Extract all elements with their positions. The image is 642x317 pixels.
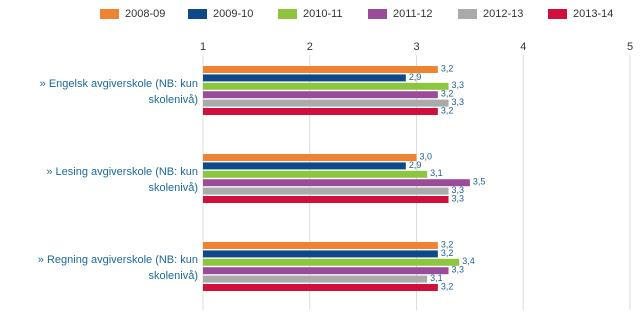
value-label: 3,2 bbox=[441, 239, 454, 249]
value-label: 3,1 bbox=[430, 273, 443, 283]
x-tick-label: 4 bbox=[520, 41, 526, 53]
bar bbox=[203, 179, 470, 187]
bar bbox=[203, 82, 449, 90]
value-label: 3,2 bbox=[441, 281, 454, 291]
value-label: 3,2 bbox=[441, 248, 454, 258]
legend-label: 2010-11 bbox=[303, 8, 343, 20]
bar bbox=[203, 162, 406, 170]
bar bbox=[203, 91, 438, 99]
x-tick-label: 2 bbox=[307, 41, 313, 53]
value-label: 3,3 bbox=[452, 265, 465, 275]
legend-swatch bbox=[100, 9, 119, 19]
value-label: 3,3 bbox=[452, 193, 465, 203]
bar bbox=[203, 196, 449, 203]
legend-swatch bbox=[188, 9, 207, 19]
value-label: 3,4 bbox=[462, 256, 475, 266]
x-tick-label: 1 bbox=[200, 41, 206, 53]
legend-label: 2008-09 bbox=[125, 8, 165, 20]
bar bbox=[203, 108, 438, 115]
legend-label: 2009-10 bbox=[213, 8, 253, 20]
value-label: 3,2 bbox=[441, 89, 454, 99]
value-label: 3,2 bbox=[441, 105, 454, 115]
legend-swatch bbox=[368, 9, 387, 19]
legend-label: 2011-12 bbox=[393, 8, 433, 20]
value-label: 3,2 bbox=[441, 63, 454, 73]
bar bbox=[203, 74, 406, 82]
bar bbox=[203, 250, 438, 258]
x-tick-label: 3 bbox=[413, 41, 419, 53]
value-label: 2,9 bbox=[409, 72, 422, 82]
legend-swatch bbox=[458, 9, 477, 19]
x-tick-label: 5 bbox=[627, 41, 633, 53]
value-label: 3,3 bbox=[452, 185, 465, 195]
legend-swatch bbox=[548, 9, 567, 19]
legend-swatch bbox=[278, 9, 297, 19]
bar bbox=[203, 242, 438, 249]
bar bbox=[203, 66, 438, 73]
value-label: 3,5 bbox=[473, 177, 486, 187]
bar bbox=[203, 99, 449, 107]
value-label: 2,9 bbox=[409, 160, 422, 170]
bar bbox=[203, 275, 428, 283]
value-label: 3,3 bbox=[452, 97, 465, 107]
bar bbox=[203, 187, 449, 195]
legend-label: 2012-13 bbox=[483, 8, 523, 20]
value-label: 3,0 bbox=[420, 151, 433, 161]
bar bbox=[203, 267, 449, 275]
legend-label: 2013-14 bbox=[573, 8, 613, 20]
bar bbox=[203, 258, 460, 266]
value-label: 3,1 bbox=[430, 168, 443, 178]
bar bbox=[203, 170, 428, 178]
value-label: 3,3 bbox=[452, 80, 465, 90]
category-label[interactable]: » Lesing avgiverskole (NB: kun skolenivå… bbox=[46, 166, 198, 194]
bar bbox=[203, 154, 417, 161]
bar bbox=[203, 284, 438, 291]
category-label[interactable]: » Regning avgiverskole (NB: kun skoleniv… bbox=[37, 254, 198, 282]
category-label[interactable]: » Engelsk avgiverskole (NB: kun skoleniv… bbox=[39, 78, 198, 106]
